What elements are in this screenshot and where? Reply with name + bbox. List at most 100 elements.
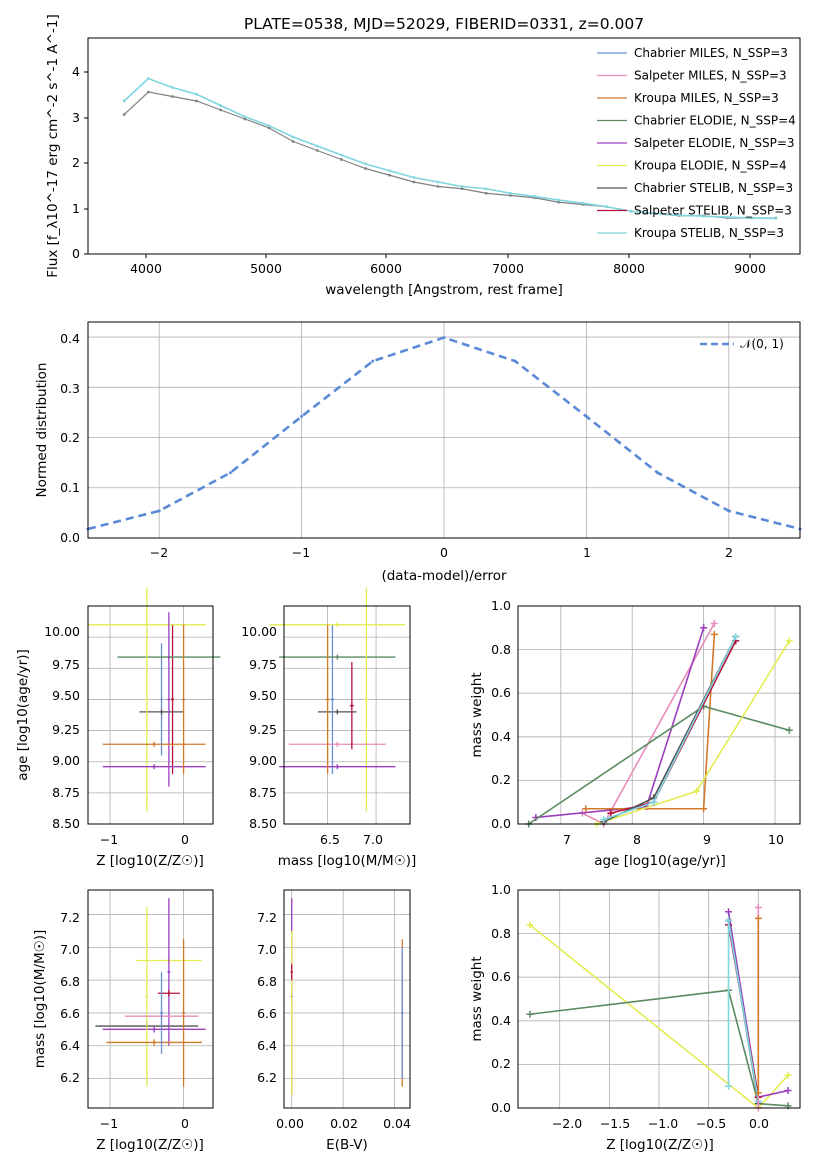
- spectrum-series-line: [123, 91, 776, 219]
- spectrum-point: [484, 187, 488, 191]
- mass-ytick-label: 7.2: [60, 910, 80, 925]
- histogram-xtick-label: −2: [150, 545, 168, 560]
- data-point: [336, 765, 339, 768]
- mass-vs-z-xlabel: Z [log10(Z/Z☉)]: [96, 1137, 204, 1153]
- data-point: [167, 970, 171, 974]
- mass-ytick-label: 7.0: [257, 942, 277, 957]
- spectrum-point: [702, 214, 705, 218]
- histogram-xtick-label: 2: [725, 545, 733, 560]
- data-point: [152, 1041, 156, 1044]
- spectrum-point: [315, 149, 319, 152]
- mw-ytick-label: 0.6: [491, 969, 511, 984]
- data-point: [182, 698, 185, 701]
- age-vs-z-yticks: 8.50 8.75 9.00 9.25 9.50 9.75 10.00: [44, 624, 80, 831]
- histogram-legend: 𝒩(0, 1): [700, 337, 784, 351]
- histogram-ytick-label: 0.2: [60, 430, 80, 445]
- mw-ytick-label: 0.8: [491, 926, 511, 941]
- spectrum-xtick-label: 6000: [370, 261, 402, 276]
- age-ytick-label: 10.00: [241, 624, 277, 639]
- mw-z-ylabel: mass weight: [469, 956, 485, 1041]
- mw-ytick-label: 0.0: [491, 816, 511, 831]
- legend-label: 𝒩(0, 1): [740, 337, 784, 351]
- mass-weight-line: [596, 640, 790, 825]
- mw-ytick-label: 1.0: [491, 882, 511, 897]
- data-point: [145, 698, 149, 701]
- histogram-xticks: −2 −1 0 1 2: [150, 545, 733, 560]
- histogram-ylabel: Normed distribution: [34, 363, 50, 498]
- mass-weight-vs-age-frame: [517, 605, 801, 825]
- mw-age-xlabel: age [log10(age/yr)]: [594, 853, 726, 869]
- plus-marker: [754, 903, 762, 911]
- mw-z-xtick-label: −0.5: [696, 1116, 726, 1131]
- spectrum-point: [774, 217, 778, 220]
- data-point: [152, 765, 156, 768]
- spectrum-point: [195, 99, 199, 103]
- data-point: [290, 1011, 293, 1015]
- ebv-xtick-label: 0.00: [276, 1116, 304, 1131]
- age-vs-mass-xlabel: mass [log10(M/M☉)]: [278, 853, 417, 869]
- spectrum-point: [484, 191, 488, 195]
- mass-ytick-label: 7.0: [60, 942, 80, 957]
- ebv-xtick-label: 0.02: [330, 1116, 358, 1131]
- plus-marker: [785, 726, 793, 734]
- age-vs-mass-panel: 6.5 7.0 8.50 8.75 9.00 9.25 9.50 9.75 10…: [241, 587, 416, 869]
- spectrum-point: [267, 124, 271, 128]
- ebv-xtick-label: 0.04: [383, 1116, 411, 1131]
- legend-label: Kroupa ELODIE, N_SSP=4: [634, 159, 787, 173]
- plus-marker: [582, 805, 590, 813]
- mw-age-xtick-label: 7: [563, 832, 571, 847]
- mass-weight-line: [603, 636, 737, 821]
- age-vs-z-panel: −1 0 8.50 8.75 9.00 9.25 9.50 9.75 10.00…: [15, 587, 221, 869]
- data-point: [160, 698, 163, 701]
- mw-z-xtick-label: −2.0: [552, 1116, 582, 1131]
- normal-curve-point: [371, 359, 375, 363]
- plus-marker: [600, 816, 608, 824]
- data-point: [160, 710, 163, 714]
- mass-weight-line: [529, 989, 789, 1107]
- legend-label: Chabrier MILES, N_SSP=3: [634, 46, 788, 60]
- spectrum-title: PLATE=0538, MJD=52029, FIBERID=0331, z=0…: [244, 15, 644, 33]
- age-ytick-label: 10.00: [44, 624, 80, 639]
- data-point: [167, 992, 171, 995]
- data-point: [152, 1028, 156, 1031]
- data-point: [331, 698, 334, 701]
- spectrum-legend: Chabrier MILES, N_SSP=3 Salpeter MILES, N…: [597, 46, 796, 240]
- legend-label: Chabrier ELODIE, N_SSP=4: [634, 114, 796, 128]
- spectrum-point: [267, 126, 271, 130]
- data-point: [167, 698, 171, 701]
- spectrum-ytick-label: 3: [72, 110, 80, 125]
- ebv-xlabel: E(B-V): [326, 1137, 368, 1153]
- age-vs-mass-xtick-label: 7.0: [363, 832, 383, 847]
- legend-label: Kroupa MILES, N_SSP=3: [634, 91, 779, 105]
- spectrum-point: [653, 212, 657, 215]
- normal-curve-point: [442, 336, 446, 340]
- spectrum-point: [436, 180, 440, 184]
- normal-curve-point: [656, 471, 660, 475]
- spectrum-point: [315, 144, 319, 148]
- legend-label: Salpeter MILES, N_SSP=3: [634, 69, 787, 83]
- plus-marker: [725, 1082, 733, 1090]
- mw-age-ylabel: mass weight: [469, 672, 485, 757]
- age-vs-mass-yticks: 8.50 8.75 9.00 9.25 9.50 9.75 10.00: [241, 624, 277, 831]
- data-point: [182, 1011, 185, 1015]
- spectrum-point: [291, 135, 295, 139]
- mass-ytick-label: 6.6: [60, 1006, 80, 1021]
- age-ytick-label: 8.75: [249, 785, 277, 800]
- age-ytick-label: 9.00: [249, 753, 277, 768]
- plus-marker: [700, 624, 708, 632]
- spectrum-point: [750, 216, 754, 220]
- spectrum-point: [533, 195, 536, 198]
- spectrum-yticks: 0 1 2 3 4: [72, 64, 88, 261]
- mw-z-xlabel: Z [log10(Z/Z☉)]: [606, 1137, 714, 1153]
- spectrum-point: [388, 173, 392, 177]
- data-point: [326, 698, 329, 701]
- mass-ytick-label: 7.2: [257, 910, 277, 925]
- spectrum-panel: PLATE=0538, MJD=52029, FIBERID=0331, z=0…: [45, 14, 801, 298]
- spectrum-xtick-label: 8000: [613, 261, 645, 276]
- spectrum-point: [460, 185, 464, 188]
- spectrum-xtick-label: 5000: [250, 261, 282, 276]
- age-ytick-label: 9.75: [249, 657, 277, 672]
- age-vs-z-frame: [87, 605, 214, 825]
- mass-weight-line: [727, 920, 760, 1102]
